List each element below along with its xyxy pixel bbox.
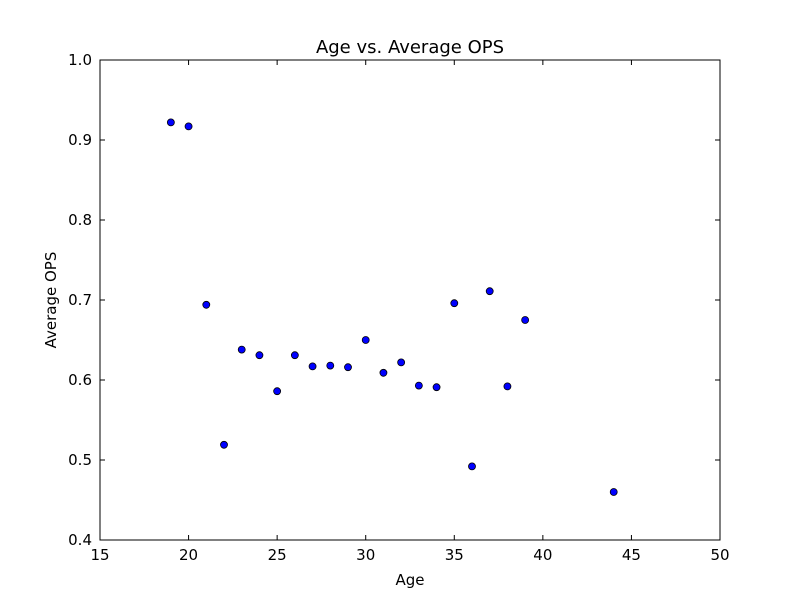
data-point <box>220 440 228 449</box>
x-tick-label: 35 <box>445 546 464 564</box>
data-point <box>609 488 618 496</box>
data-point <box>450 299 459 308</box>
chart-title: Age vs. Average OPS <box>316 37 504 58</box>
data-point <box>237 345 246 354</box>
y-tick-label: 0.8 <box>68 211 92 229</box>
x-tick-label: 30 <box>356 546 375 564</box>
data-point <box>308 362 317 371</box>
data-point <box>290 351 299 360</box>
plot-frame <box>99 59 721 541</box>
x-tick-label: 40 <box>533 546 552 564</box>
y-tick-label: 0.6 <box>68 371 92 389</box>
data-point <box>521 316 530 324</box>
x-tick-label: 15 <box>90 546 109 564</box>
data-point <box>166 118 175 127</box>
y-tick-label: 0.4 <box>68 531 92 549</box>
y-axis-label: Average OPS <box>42 252 60 349</box>
x-axis-label: Age <box>395 571 424 589</box>
data-point <box>202 300 211 309</box>
axis-ticks: 15 20 25 30 35 40 45 50 0.4 0.5 0.6 0.7 0.8 0.9 1.0 <box>68 51 729 564</box>
data-point <box>414 381 423 390</box>
data-point <box>344 363 352 372</box>
x-tick-label: 25 <box>268 546 287 564</box>
data-points <box>166 118 618 496</box>
data-point <box>326 361 335 370</box>
y-tick-label: 1.0 <box>68 51 92 69</box>
data-point <box>485 287 494 296</box>
x-tick-label: 45 <box>622 546 641 564</box>
data-point <box>379 368 388 377</box>
data-point <box>503 382 512 391</box>
x-tick-label: 20 <box>179 546 198 564</box>
y-tick-label: 0.7 <box>68 291 92 309</box>
data-point <box>397 358 406 367</box>
x-tick-label: 50 <box>710 546 729 564</box>
y-tick-label: 0.5 <box>68 451 92 469</box>
data-point <box>432 383 441 392</box>
data-point <box>361 336 370 344</box>
data-point <box>273 387 282 396</box>
data-point <box>255 351 264 360</box>
data-point <box>468 462 476 471</box>
data-point <box>184 122 193 131</box>
y-tick-label: 0.9 <box>68 131 92 149</box>
